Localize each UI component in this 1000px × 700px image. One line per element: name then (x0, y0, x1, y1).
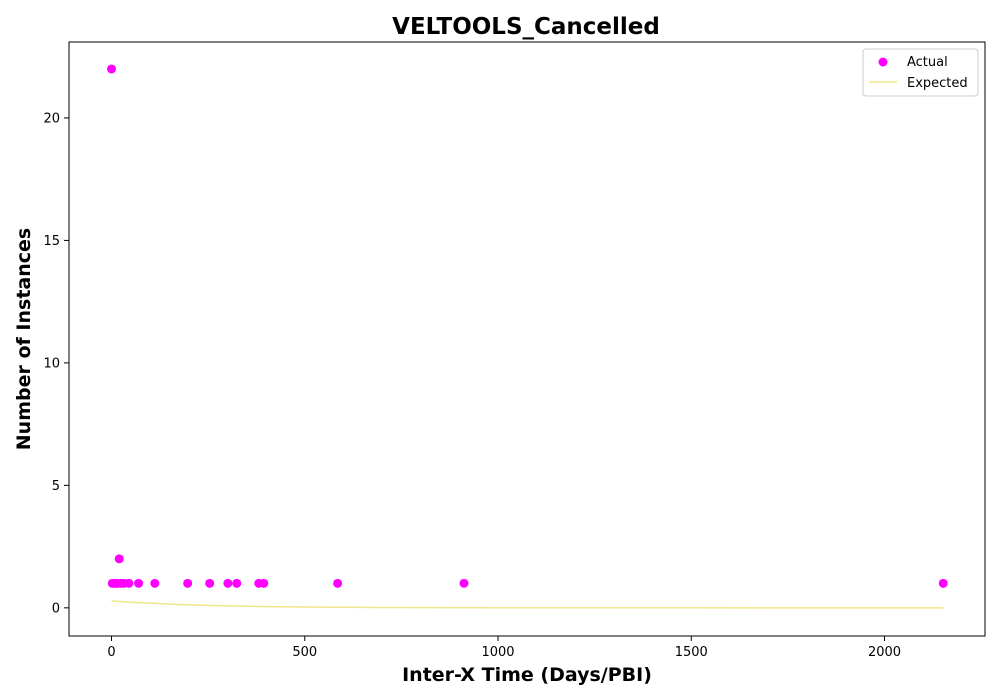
plot-area (68, 41, 986, 637)
actual-series (107, 64, 948, 588)
x-tick-label: 500 (292, 645, 317, 660)
y-tick-label: 20 (43, 111, 60, 126)
y-tick-label: 5 (52, 479, 60, 494)
legend: Actual Expected (862, 48, 979, 97)
actual-point (150, 578, 160, 588)
x-axis: 0 500 1000 1500 2000 (107, 636, 901, 660)
y-tick-label: 15 (43, 234, 60, 249)
x-tick-label: 0 (107, 645, 115, 660)
actual-point (232, 578, 242, 588)
x-axis-label: Inter-X Time (Days/PBI) (402, 664, 652, 686)
x-tick-label: 2000 (868, 645, 901, 660)
actual-point (124, 578, 134, 588)
y-axis-label: Number of Instances (13, 228, 35, 450)
expected-line (111, 600, 944, 609)
actual-point (205, 578, 215, 588)
expected-series (111, 600, 944, 609)
legend-expected-label: Expected (907, 76, 968, 91)
actual-point (183, 578, 193, 588)
actual-point (333, 578, 343, 588)
actual-point (114, 554, 124, 564)
x-tick-label: 1000 (481, 645, 514, 660)
actual-point (259, 578, 269, 588)
y-tick-label: 0 (52, 601, 60, 616)
actual-point (459, 578, 469, 588)
legend-actual-marker (878, 57, 888, 67)
actual-point (938, 578, 948, 588)
actual-point (134, 578, 144, 588)
x-tick-label: 1500 (675, 645, 708, 660)
legend-box (862, 48, 979, 97)
y-axis: 0 5 10 15 20 (43, 111, 69, 616)
chart-title: VELTOOLS_Cancelled (392, 14, 660, 40)
y-tick-label: 10 (43, 356, 60, 371)
actual-point (223, 578, 233, 588)
actual-point (107, 64, 117, 74)
legend-actual-label: Actual (907, 55, 948, 70)
